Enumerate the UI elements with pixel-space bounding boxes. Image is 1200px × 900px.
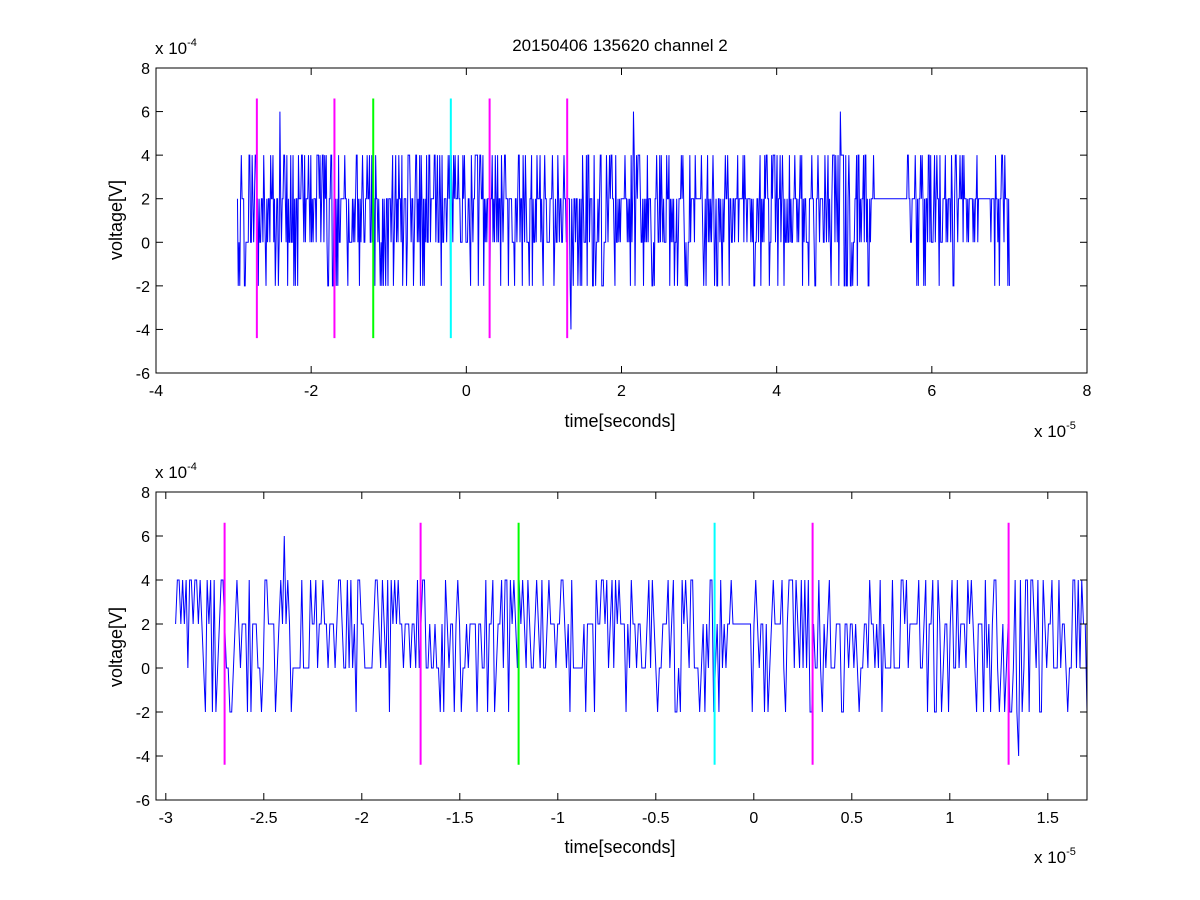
- subplot-bottom-y-axis-label: voltage[V]: [106, 607, 126, 687]
- subplot-bottom-x-tick-label: -1: [551, 810, 565, 827]
- subplot-bottom-x-multiplier: x 10-5: [1034, 846, 1076, 867]
- subplot-top-x-axis-label: time[seconds]: [564, 411, 675, 431]
- subplot-bottom-y-tick-label: -2: [136, 705, 150, 722]
- subplot-top-y-tick-label: -6: [136, 366, 150, 383]
- subplot-top-y-tick-label: 6: [141, 105, 150, 122]
- subplot-top-x-tick-label: -4: [149, 383, 163, 400]
- subplot-top-y-multiplier-exp: -4: [187, 37, 197, 49]
- subplot-top-signal-trace: [236, 111, 1010, 330]
- subplot-bottom-x-tick-label: -1.5: [446, 810, 474, 827]
- subplot-bottom: -3 -2.5 -2 -1.5 -1 -0.5 0 0.5 1 1.5 -6 -4 -2 0 2 4 6 8 x …: [106, 461, 1088, 867]
- subplot-bottom-y-tick-label: 6: [141, 529, 150, 546]
- subplot-bottom-y-multiplier: x 10-4: [155, 461, 197, 482]
- subplot-bottom-y-tick-label: 0: [141, 661, 150, 678]
- subplot-top-y-tick-label: -4: [136, 322, 150, 339]
- subplot-bottom-x-tick-label: -3: [159, 810, 173, 827]
- subplot-top-x-multiplier-base: x 10: [1034, 422, 1066, 441]
- subplot-bottom-y-tick-label: 2: [141, 617, 150, 634]
- subplot-top-x-tick-label: 8: [1083, 383, 1092, 400]
- subplot-top-x-tick-label: 2: [617, 383, 626, 400]
- subplot-bottom-x-axis-label: time[seconds]: [564, 837, 675, 857]
- subplot-bottom-y-tick-label: -4: [136, 749, 150, 766]
- subplot-top-y-multiplier: x 10-4: [155, 37, 197, 58]
- subplot-top-x-tick-label: 4: [772, 383, 781, 400]
- subplot-top-x-tick-label: -2: [304, 383, 318, 400]
- subplot-top-y-axis-label: voltage[V]: [106, 180, 126, 260]
- subplot-bottom-x-tick-label: 0.5: [841, 810, 863, 827]
- subplot-top-x-tick-label: 6: [927, 383, 936, 400]
- subplot-bottom-x-tick-label: 0: [749, 810, 758, 827]
- subplot-bottom-x-multiplier-base: x 10: [1034, 848, 1066, 867]
- subplot-top-signal: [236, 111, 1010, 330]
- subplot-bottom-x-tick-label: 1.5: [1037, 810, 1059, 827]
- subplot-bottom-x-tick-label: -0.5: [642, 810, 670, 827]
- subplot-bottom-y-multiplier-exp: -4: [187, 461, 197, 473]
- subplot-bottom-signal: [175, 535, 1088, 757]
- subplot-top-x-multiplier-exp: -5: [1066, 420, 1076, 432]
- subplot-top-y-multiplier-base: x 10: [155, 39, 187, 58]
- subplot-top-markers: [255, 98, 569, 339]
- subplot-bottom-y-multiplier-base: x 10: [155, 463, 187, 482]
- subplot-top-x-multiplier: x 10-5: [1034, 420, 1076, 441]
- subplot-bottom-x-tick-label: -2.5: [250, 810, 278, 827]
- subplot-bottom-x-tick-label: -2: [355, 810, 369, 827]
- subplot-top-y-tick-label: 8: [141, 61, 150, 78]
- chart-title: 20150406 135620 channel 2: [512, 36, 728, 55]
- subplot-bottom-x-tick-label: 1: [945, 810, 954, 827]
- subplot-bottom-markers: [223, 522, 1010, 765]
- subplot-bottom-y-tick-label: 4: [141, 573, 150, 590]
- subplot-bottom-axes-box: [155, 491, 1088, 801]
- subplot-top-x-tick-label: 0: [462, 383, 471, 400]
- subplot-top-y-tick-label: 2: [141, 192, 150, 209]
- subplot-top-y-tick-label: 0: [141, 235, 150, 252]
- subplot-bottom-x-multiplier-exp: -5: [1066, 846, 1076, 858]
- subplot-top-y-tick-label: 4: [141, 148, 150, 165]
- subplot-bottom-y-tick-label: 8: [141, 485, 150, 502]
- subplot-top-y-tick-label: -2: [136, 279, 150, 296]
- subplot-bottom-signal-trace: [175, 535, 1088, 757]
- subplot-bottom-y-tick-label: -6: [136, 793, 150, 810]
- subplot-bottom-ticks: -3 -2.5 -2 -1.5 -1 -0.5 0 0.5 1 1.5 -6 -4 -2 0 2 4 6 8: [136, 485, 1087, 827]
